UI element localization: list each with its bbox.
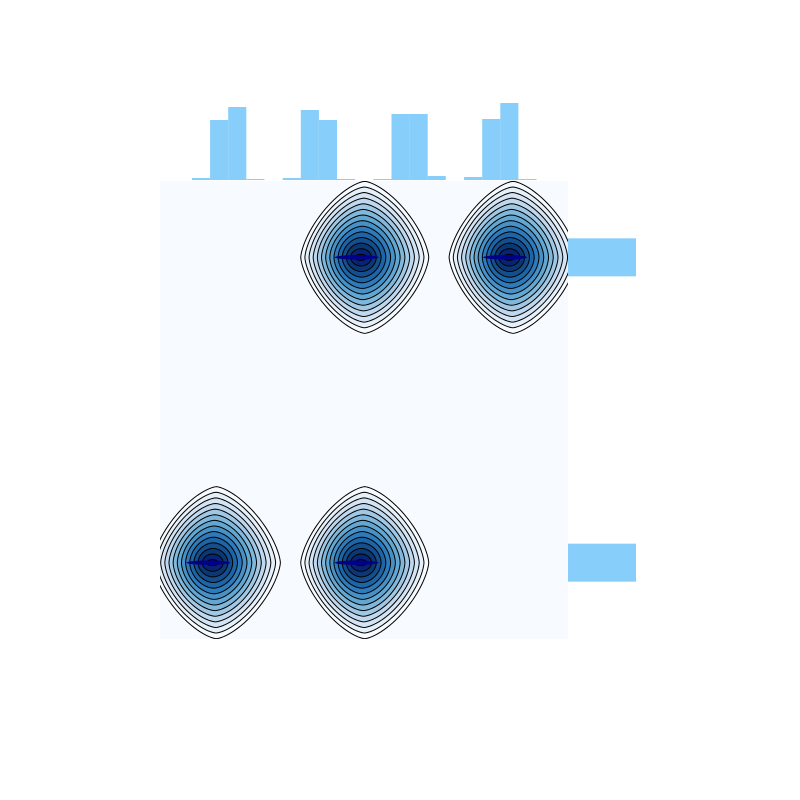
marginal-x-bar bbox=[210, 120, 229, 180]
density-peak bbox=[334, 255, 379, 260]
main-density-plot bbox=[160, 181, 568, 639]
contour-layer bbox=[160, 181, 568, 639]
density-peak bbox=[334, 560, 379, 565]
marginal-x-bar bbox=[282, 178, 301, 180]
marginal-x-bar bbox=[318, 120, 337, 180]
density-cluster bbox=[448, 181, 568, 334]
marginal-x-histogram bbox=[192, 103, 537, 180]
marginal-x-bar bbox=[427, 176, 446, 180]
marginal-x-bar bbox=[409, 114, 428, 180]
marginal-x-bar bbox=[228, 107, 247, 180]
marginal-x-bar bbox=[337, 179, 356, 180]
marginal-y-bar bbox=[568, 238, 636, 277]
marginal-x-bar bbox=[192, 178, 211, 180]
marginal-y-histogram bbox=[568, 238, 636, 582]
marginal-x-bar bbox=[500, 103, 519, 180]
density-peak bbox=[483, 255, 528, 260]
marginal-y-bar bbox=[568, 543, 636, 582]
marginal-x-bar bbox=[464, 177, 483, 180]
density-cluster bbox=[300, 181, 430, 334]
density-cluster bbox=[160, 486, 281, 639]
marginal-x-bar bbox=[391, 114, 410, 180]
marginal-x-bar bbox=[373, 179, 392, 180]
marginal-x-bar bbox=[246, 179, 265, 180]
marginal-x-bar bbox=[518, 179, 537, 180]
marginal-x-bar bbox=[300, 110, 319, 180]
density-peak bbox=[186, 560, 231, 565]
density-cluster bbox=[300, 486, 430, 639]
marginal-x-bar bbox=[482, 119, 501, 180]
